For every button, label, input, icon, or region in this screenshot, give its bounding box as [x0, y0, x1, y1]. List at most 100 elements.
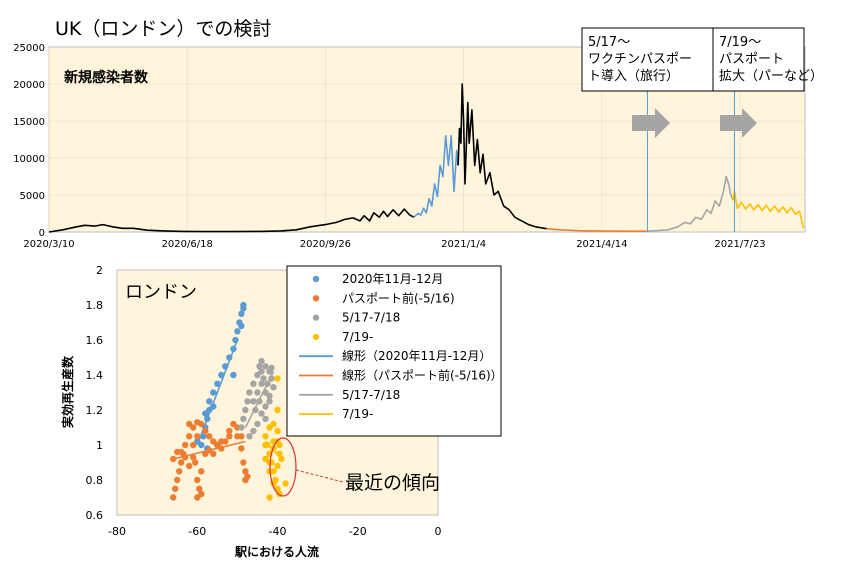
scatter-point [256, 363, 263, 370]
y-tick-label: 1 [96, 439, 103, 452]
scatter-point [200, 433, 207, 440]
scatter-point [250, 398, 257, 405]
scatter-point [206, 447, 213, 454]
scatter-point [190, 454, 197, 461]
scatter-point [178, 459, 185, 466]
scatter-point [210, 403, 217, 410]
scatter-point [266, 468, 273, 475]
scatter-point [230, 345, 237, 352]
highlight-ellipse [269, 437, 297, 497]
y-tick-label: 1.2 [86, 404, 104, 417]
legend-item: 線形（パスポート前(-5/16)） [299, 368, 503, 383]
x-tick-label: 2021/4/14 [576, 239, 627, 250]
scatter-point [226, 433, 233, 440]
scatter-point [206, 433, 213, 440]
scatter-point [276, 441, 283, 449]
scatter-point [258, 368, 265, 375]
scatter-point [202, 427, 209, 435]
y-tick-label: 10000 [13, 154, 45, 165]
scatter-point [238, 433, 245, 440]
scatter-point [218, 438, 225, 445]
scatter-point [230, 371, 237, 379]
scatter-point [182, 441, 189, 449]
scatter-point [262, 389, 269, 396]
y-tick-label: 0.8 [86, 474, 104, 487]
scatter-point [262, 441, 269, 449]
legend-item: 5/17-7/18 [299, 388, 400, 402]
page-title: UK（ロンドン）での検討 [55, 18, 272, 40]
scatter-point [270, 384, 277, 391]
scatter-point [274, 427, 281, 435]
scatter-point [194, 476, 201, 484]
scatter-point [268, 364, 275, 372]
x-tick-label: -40 [269, 525, 287, 538]
scatter-point [222, 363, 229, 370]
scatter-point [226, 354, 233, 361]
legend-item: パスポート前(-5/16) [312, 290, 455, 305]
scatter-point [242, 406, 249, 414]
series-line [457, 83, 547, 230]
callout-line [295, 469, 344, 483]
y-tick-label: 0.6 [86, 509, 104, 522]
scatter-point [238, 445, 245, 452]
legend-marker [312, 314, 320, 321]
series-line [48, 208, 415, 233]
legend-label: 7/19- [342, 330, 373, 344]
scatter-point [262, 403, 269, 410]
scatter-point [256, 398, 263, 405]
chart-title: 新規感染者数 [64, 69, 149, 86]
series-line [646, 175, 734, 232]
scatter-point [262, 415, 269, 422]
scatter-point [278, 455, 285, 463]
legend-label: 線形（2020年11月-12月） [342, 348, 491, 363]
scatter-point [240, 305, 247, 312]
scatter-point [264, 380, 271, 387]
annotation-line: パスポート [719, 52, 784, 67]
arrow-icon [720, 108, 757, 138]
annotation-line: 5/17～ [588, 35, 630, 50]
scatter-point [186, 462, 193, 470]
x-tick-label: 2020/3/10 [23, 239, 74, 250]
case-series [48, 83, 805, 233]
series-line [546, 227, 647, 232]
legend-item: 7/19- [299, 407, 373, 421]
annotation-line: 拡大（パーなど） [719, 69, 823, 84]
scatter-point [276, 450, 283, 457]
scatter-point [198, 490, 205, 498]
x-tick-label: 2020/9/26 [300, 239, 351, 250]
scatter-point [170, 494, 177, 501]
scatter-point [262, 433, 269, 440]
arrow-icon [632, 108, 670, 138]
annotation-line: ワクチンパスポー [588, 52, 692, 67]
scatter-point [242, 468, 249, 475]
series-line [732, 190, 805, 229]
scatter-point [282, 480, 289, 487]
annotation-markers [646, 91, 736, 232]
scatter-point [198, 420, 205, 428]
scatter-point [234, 328, 241, 335]
scatter-point [268, 375, 275, 382]
scatter-point [218, 445, 225, 452]
y-tick-label: 15000 [13, 117, 45, 128]
legend-label: パスポート前(-5/16) [342, 290, 455, 305]
y-tick-label: 25000 [13, 43, 45, 54]
chart-title: ロンドン [125, 282, 197, 303]
scatter-point [198, 468, 205, 475]
scatter-point [260, 375, 267, 382]
scatter-point [240, 459, 247, 466]
scatter-point [218, 371, 225, 379]
x-tick-label: 0 [435, 525, 442, 538]
scatter-point [214, 380, 221, 387]
x-tick-label: -60 [188, 525, 206, 538]
scatter-point [204, 415, 211, 422]
scatter-point [274, 462, 281, 470]
y-axis-ticks: 0 5000 10000 15000 20000 25000 [13, 43, 45, 239]
y-tick-label: 1.4 [86, 369, 104, 382]
scatter-point [206, 398, 213, 405]
scatter-point [258, 380, 265, 387]
legend-label: 線形（パスポート前(-5/16)） [342, 368, 503, 383]
scatter-point [246, 433, 253, 440]
y-axis-ticks: 0.6 0.8 1 1.2 1.4 1.6 1.8 2 [86, 264, 104, 522]
scatter-point [172, 485, 179, 492]
